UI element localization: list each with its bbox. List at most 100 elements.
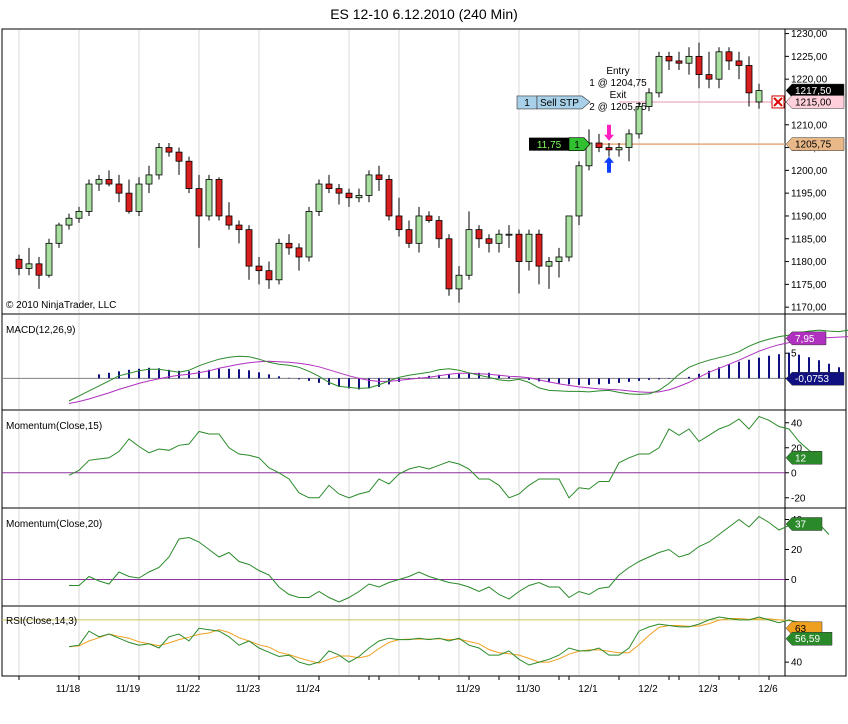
momentum-value-tag-text: 12 bbox=[795, 453, 807, 464]
rsi-value-tag: 56,59 bbox=[785, 631, 833, 646]
price-candle bbox=[435, 215, 443, 248]
candle-body bbox=[435, 220, 443, 240]
price-candle bbox=[595, 133, 603, 153]
exit-arrow-icon bbox=[604, 124, 614, 141]
x-axis-label: 12/1 bbox=[578, 684, 598, 695]
price-candle bbox=[365, 170, 373, 203]
candle-body bbox=[55, 224, 63, 244]
macd-value-tag: -0,0753 bbox=[785, 371, 845, 386]
candle-body bbox=[575, 165, 583, 217]
candle-body bbox=[255, 265, 263, 272]
price-candle bbox=[225, 202, 233, 230]
position-qty: 1 bbox=[574, 140, 580, 151]
momentum-value-tag: 12 bbox=[785, 451, 823, 465]
price-candle bbox=[705, 51, 713, 89]
price-candle bbox=[135, 177, 143, 216]
candle-body bbox=[485, 238, 493, 244]
price-candle bbox=[105, 170, 113, 187]
candle-body bbox=[445, 238, 453, 290]
price-candle bbox=[515, 229, 523, 294]
sell-stp-order[interactable]: 1 Sell STP bbox=[516, 95, 591, 110]
candle-body bbox=[735, 60, 743, 66]
price-candle bbox=[195, 174, 203, 248]
price-candle bbox=[405, 220, 413, 248]
price-candle bbox=[335, 184, 343, 205]
sell-stp-label: Sell STP bbox=[540, 98, 579, 109]
price-candle bbox=[425, 211, 433, 223]
macd-value-tag-text: -0,0753 bbox=[795, 374, 829, 385]
candle-body bbox=[465, 229, 473, 276]
price-axis-label: 1185,00 bbox=[791, 234, 827, 245]
entry-arrow-icon bbox=[604, 156, 614, 173]
candle-body bbox=[385, 179, 393, 217]
candle-body bbox=[685, 55, 693, 64]
macd-line bbox=[68, 329, 848, 402]
price-candle bbox=[565, 215, 573, 262]
candle-body bbox=[305, 210, 313, 258]
candle-body bbox=[665, 55, 673, 62]
candle-body bbox=[395, 215, 403, 231]
price-axis-label: 1175,00 bbox=[791, 280, 827, 291]
rsi-value-tag-text: 63 bbox=[795, 624, 807, 635]
candle-body bbox=[325, 183, 333, 189]
candle-body bbox=[65, 217, 73, 226]
price-label-tag-shape bbox=[785, 83, 845, 98]
candle-body bbox=[175, 151, 183, 162]
x-axis-label: 11/23 bbox=[236, 684, 261, 695]
candle-body bbox=[15, 258, 23, 269]
candle-body bbox=[705, 74, 713, 80]
price-candle bbox=[685, 47, 693, 75]
candle-body bbox=[515, 233, 523, 262]
price-candle bbox=[475, 225, 483, 248]
price-candle bbox=[165, 143, 173, 157]
candle-body bbox=[155, 147, 163, 176]
price-label-tag: 1205,75 bbox=[785, 137, 845, 151]
rsi-average-line bbox=[68, 618, 820, 664]
x-axis-label: 11/30 bbox=[516, 684, 541, 695]
price-candle bbox=[415, 206, 423, 253]
candle-body bbox=[695, 55, 703, 76]
price-candle bbox=[325, 174, 333, 194]
indicator-axis-label: 5 bbox=[791, 349, 797, 360]
candle-body bbox=[165, 147, 173, 153]
price-candle bbox=[35, 257, 43, 289]
price-candle bbox=[85, 179, 93, 216]
price-label-tag: 1217,50 bbox=[785, 83, 845, 98]
candle-body bbox=[745, 65, 753, 94]
indicator-axis-label: 40 bbox=[791, 418, 803, 429]
candle-body bbox=[25, 263, 33, 269]
price-candle bbox=[695, 42, 703, 89]
candle-body bbox=[635, 106, 643, 135]
entry-detail: 1 @ 1204,75 bbox=[589, 78, 647, 89]
price-candle bbox=[95, 174, 103, 191]
candle-body bbox=[355, 195, 363, 199]
price-candle bbox=[395, 197, 403, 237]
price-candle bbox=[75, 206, 83, 223]
candle-body bbox=[45, 242, 53, 276]
candle-body bbox=[125, 192, 133, 212]
candle-body bbox=[315, 183, 323, 212]
price-label-tag-shape bbox=[785, 95, 845, 109]
price-axis-label: 1195,00 bbox=[791, 189, 827, 200]
price-candle bbox=[275, 238, 283, 285]
price-axis-label: 1220,00 bbox=[791, 75, 828, 86]
macd-value-tag: 7,95 bbox=[785, 331, 827, 346]
candle-body bbox=[545, 261, 553, 267]
position-tag[interactable]: 11,75 1 bbox=[529, 137, 591, 152]
price-candle bbox=[315, 179, 323, 216]
price-label-tag-shape bbox=[785, 137, 845, 151]
price-candle bbox=[755, 83, 763, 109]
candle-body bbox=[375, 174, 383, 180]
price-candle bbox=[455, 266, 463, 303]
rsi-line bbox=[68, 616, 820, 666]
close-order-icon[interactable] bbox=[771, 95, 785, 109]
rsi-title: RSI(Close,14,3) bbox=[6, 616, 77, 627]
price-candle bbox=[15, 254, 23, 276]
price-candle bbox=[675, 51, 683, 71]
candle-body bbox=[285, 242, 293, 249]
candle-body bbox=[595, 142, 603, 148]
price-candle bbox=[715, 47, 723, 89]
price-candle bbox=[465, 211, 473, 280]
price-candle bbox=[115, 174, 123, 203]
